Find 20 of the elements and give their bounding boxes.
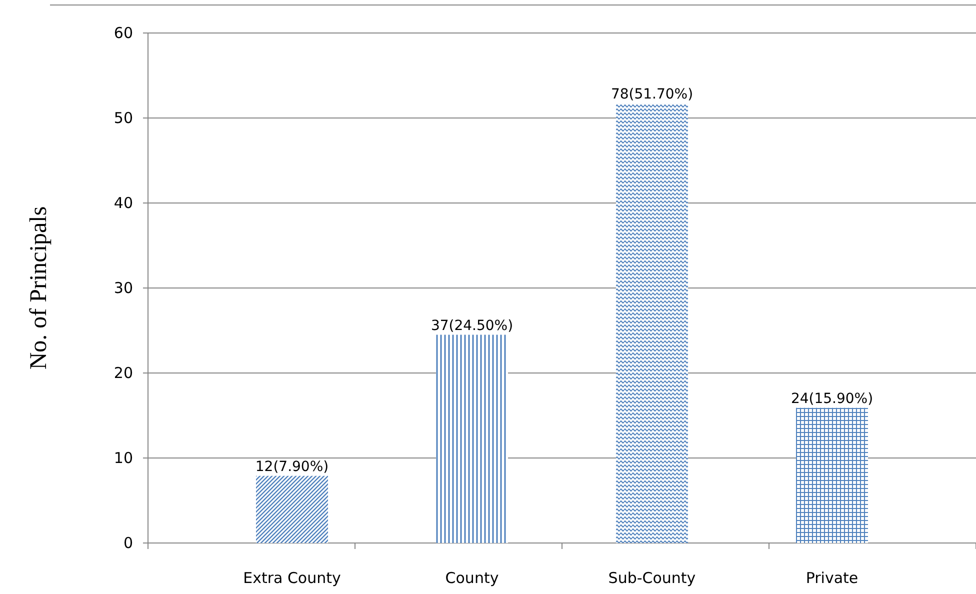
y-tick-label: 20 xyxy=(114,364,133,382)
bar xyxy=(256,476,328,543)
data-label: 37(24.50%) xyxy=(430,318,514,334)
bar xyxy=(436,334,508,543)
x-tick-label: County xyxy=(445,569,499,587)
y-tick-label: 0 xyxy=(123,534,133,552)
y-axis-title: No. of Principals xyxy=(26,206,52,370)
bar xyxy=(616,104,688,543)
y-tick-label: 40 xyxy=(114,194,133,212)
data-label: 24(15.90%) xyxy=(790,390,874,407)
x-tick-label: Sub-County xyxy=(608,569,696,587)
y-tick-label: 50 xyxy=(114,108,133,127)
y-tick-label: 30 xyxy=(114,278,133,297)
data-label: 78(51.70%) xyxy=(610,86,694,103)
bar xyxy=(796,408,868,543)
x-tick-label: Private xyxy=(806,569,858,587)
y-tick-label: 10 xyxy=(114,448,133,467)
data-label: 12(7.90%) xyxy=(255,458,329,475)
y-tick-label: 60 xyxy=(114,24,133,42)
x-tick-label: Extra County xyxy=(243,569,342,587)
